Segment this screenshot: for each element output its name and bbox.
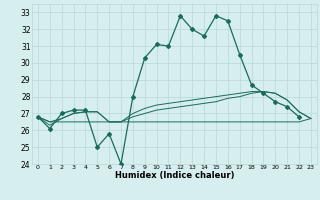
X-axis label: Humidex (Indice chaleur): Humidex (Indice chaleur) (115, 171, 234, 180)
